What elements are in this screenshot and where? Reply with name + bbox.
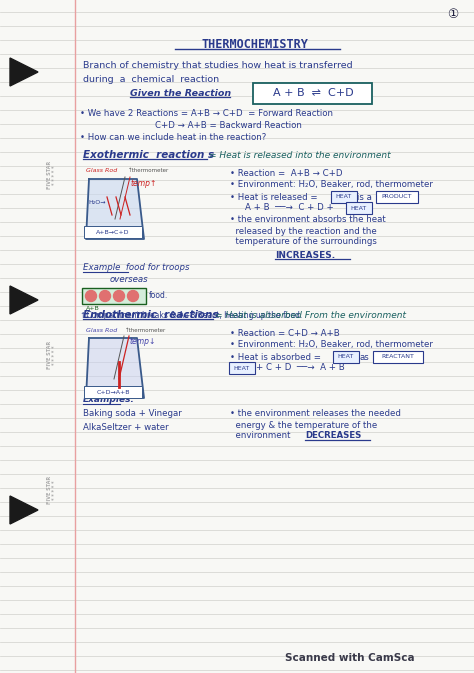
Text: = Heat is absorbed From the environment: = Heat is absorbed From the environment bbox=[215, 310, 406, 320]
Text: • Reaction =  A+B → C+D: • Reaction = A+B → C+D bbox=[230, 168, 343, 178]
Text: HEAT: HEAT bbox=[338, 355, 354, 359]
Text: • the environment absorbs the heat: • the environment absorbs the heat bbox=[230, 215, 386, 225]
Text: released by the reaction and the: released by the reaction and the bbox=[230, 227, 377, 236]
Text: • Environment: H₂O, Beaker, rod, thermometer: • Environment: H₂O, Beaker, rod, thermom… bbox=[230, 180, 433, 190]
Text: Baking soda + Vinegar: Baking soda + Vinegar bbox=[83, 409, 182, 419]
Text: A+B→C+D: A+B→C+D bbox=[96, 229, 130, 234]
FancyBboxPatch shape bbox=[253, 83, 372, 104]
Text: environment: environment bbox=[230, 431, 291, 441]
FancyBboxPatch shape bbox=[333, 351, 359, 363]
Text: temp↑: temp↑ bbox=[131, 178, 157, 188]
Text: DECREASES: DECREASES bbox=[305, 431, 361, 441]
Polygon shape bbox=[86, 338, 144, 398]
Text: Exothermic  reaction s: Exothermic reaction s bbox=[83, 150, 214, 160]
Text: A+B: A+B bbox=[86, 306, 100, 310]
Text: Glass Rod: Glass Rod bbox=[86, 168, 117, 174]
Text: HEAT: HEAT bbox=[351, 205, 367, 211]
Text: ↑Compartment breaks & A+B React, heating up the food.: ↑Compartment breaks & A+B React, heating… bbox=[80, 312, 302, 320]
Text: as: as bbox=[360, 353, 370, 361]
Text: FIVE STAR
* * * * *: FIVE STAR * * * * * bbox=[46, 341, 57, 369]
Text: C+D → A+B = Backward Reaction: C+D → A+B = Backward Reaction bbox=[155, 120, 302, 129]
Text: + C + D  ──→  A + B: + C + D ──→ A + B bbox=[256, 363, 345, 372]
Text: Given the Reaction: Given the Reaction bbox=[130, 89, 231, 98]
FancyBboxPatch shape bbox=[229, 362, 255, 374]
Text: food.: food. bbox=[149, 291, 168, 301]
Polygon shape bbox=[10, 58, 38, 86]
Text: A + B  ⇌  C+D: A + B ⇌ C+D bbox=[273, 88, 353, 98]
Text: Branch of chemistry that studies how heat is transferred: Branch of chemistry that studies how hea… bbox=[83, 61, 353, 69]
Text: during  a  chemical  reaction: during a chemical reaction bbox=[83, 75, 219, 83]
Text: FIVE STAR
* * * * *: FIVE STAR * * * * * bbox=[46, 161, 57, 189]
FancyBboxPatch shape bbox=[84, 226, 142, 238]
Circle shape bbox=[85, 291, 97, 302]
Text: • Environment: H₂O, Beaker, rod, thermometer: • Environment: H₂O, Beaker, rod, thermom… bbox=[230, 341, 433, 349]
FancyBboxPatch shape bbox=[376, 191, 418, 203]
Text: ①: ① bbox=[447, 7, 459, 20]
Text: Examples:: Examples: bbox=[83, 396, 135, 404]
Circle shape bbox=[113, 291, 125, 302]
FancyBboxPatch shape bbox=[82, 288, 146, 304]
Text: FIVE STAR
* * * * *: FIVE STAR * * * * * bbox=[46, 476, 57, 504]
Text: Glass Rod: Glass Rod bbox=[86, 328, 117, 332]
Polygon shape bbox=[10, 496, 38, 524]
Text: • Heat is absorbed =: • Heat is absorbed = bbox=[230, 353, 321, 361]
Text: • the environment releases the needed: • the environment releases the needed bbox=[230, 409, 401, 419]
Text: INCREASES.: INCREASES. bbox=[275, 250, 335, 260]
Text: Scanned with CamSca: Scanned with CamSca bbox=[285, 653, 415, 663]
Text: THERMOCHEMISTRY: THERMOCHEMISTRY bbox=[201, 38, 309, 52]
FancyBboxPatch shape bbox=[331, 191, 357, 203]
Circle shape bbox=[100, 291, 110, 302]
Text: • How can we include heat in the reaction?: • How can we include heat in the reactio… bbox=[80, 133, 266, 143]
Text: PRODUCT: PRODUCT bbox=[382, 194, 412, 199]
Text: A + B  ──→  C + D +: A + B ──→ C + D + bbox=[245, 203, 334, 213]
Text: ↑thermometer: ↑thermometer bbox=[125, 328, 166, 332]
Text: HEAT: HEAT bbox=[234, 365, 250, 371]
Text: energy & the temperature of the: energy & the temperature of the bbox=[230, 421, 377, 429]
Text: = Heat is released into the environment: = Heat is released into the environment bbox=[209, 151, 391, 160]
FancyBboxPatch shape bbox=[373, 351, 423, 363]
FancyBboxPatch shape bbox=[346, 202, 372, 214]
Text: • We have 2 Reactions = A+B → C+D  = Forward Reaction: • We have 2 Reactions = A+B → C+D = Forw… bbox=[80, 108, 333, 118]
Text: temperature of the surroundings: temperature of the surroundings bbox=[230, 238, 377, 246]
Circle shape bbox=[128, 291, 138, 302]
Text: HEAT: HEAT bbox=[336, 194, 352, 199]
Text: • Reaction = C+D → A+B: • Reaction = C+D → A+B bbox=[230, 328, 340, 337]
Text: • Heat is released =: • Heat is released = bbox=[230, 192, 318, 201]
Text: Endothermic  reactions: Endothermic reactions bbox=[83, 310, 219, 320]
Text: H₂O→: H₂O→ bbox=[88, 199, 106, 205]
FancyBboxPatch shape bbox=[84, 386, 142, 398]
Text: AlkaSeltzer + water: AlkaSeltzer + water bbox=[83, 423, 169, 431]
Polygon shape bbox=[10, 286, 38, 314]
Text: C+D→A+B: C+D→A+B bbox=[96, 390, 130, 394]
Text: is a: is a bbox=[357, 192, 372, 201]
Text: temp↓: temp↓ bbox=[130, 337, 156, 347]
Text: REACTANT: REACTANT bbox=[382, 355, 414, 359]
Text: overseas: overseas bbox=[110, 275, 149, 285]
Text: ↑thermometer: ↑thermometer bbox=[128, 168, 169, 174]
Text: Example  food for troops: Example food for troops bbox=[83, 264, 190, 273]
Polygon shape bbox=[86, 179, 144, 239]
